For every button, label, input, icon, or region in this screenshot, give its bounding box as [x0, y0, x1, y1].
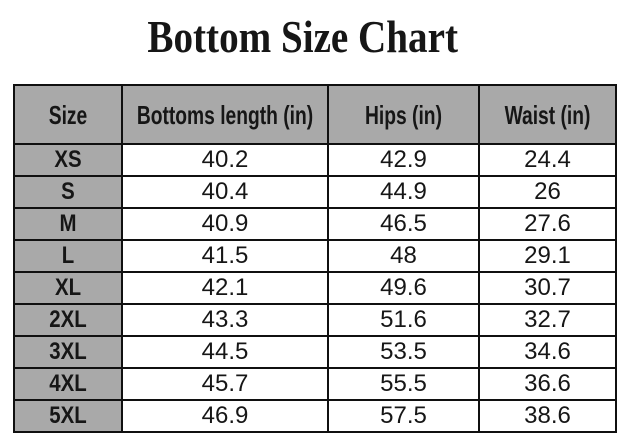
size-chart-table: Size Bottoms length (in) Hips (in) Waist… — [13, 84, 617, 433]
cell-bottoms-length: 44.5 — [121, 335, 329, 369]
title-wrap: Bottom Size Chart — [0, 14, 606, 60]
row-size-label: 5XL — [13, 399, 123, 433]
col-header-hips: Hips (in) — [327, 84, 480, 145]
cell-hips: 46.5 — [327, 207, 480, 241]
col-header-hips-label: Hips (in) — [365, 99, 442, 130]
cell-waist: 30.7 — [478, 271, 617, 305]
col-header-bottoms-length-label: Bottoms length (in) — [136, 99, 314, 130]
cell-bottoms-length: 43.3 — [121, 303, 329, 337]
cell-bottoms-length: 41.5 — [121, 239, 329, 273]
row-size-label: XS — [13, 143, 123, 177]
cell-hips: 51.6 — [327, 303, 480, 337]
table-row-xs: XS 40.2 42.9 24.4 — [13, 143, 617, 177]
cell-bottoms-length: 45.7 — [121, 367, 329, 401]
page-title: Bottom Size Chart — [147, 11, 459, 62]
table-row-5xl: 5XL 46.9 57.5 38.6 — [13, 399, 617, 433]
row-size-label: 4XL — [13, 367, 123, 401]
col-header-bottoms-length: Bottoms length (in) — [121, 84, 329, 145]
cell-bottoms-length: 40.9 — [121, 207, 329, 241]
cell-hips: 48 — [327, 239, 480, 273]
table-row-l: L 41.5 48 29.1 — [13, 239, 617, 273]
row-size-label: L — [13, 239, 123, 273]
cell-bottoms-length: 40.4 — [121, 175, 329, 209]
col-header-waist-label: Waist (in) — [504, 99, 591, 130]
cell-waist: 27.6 — [478, 207, 617, 241]
row-size-label: 2XL — [13, 303, 123, 337]
cell-hips: 57.5 — [327, 399, 480, 433]
table-row-s: S 40.4 44.9 26 — [13, 175, 617, 209]
row-size-label: XL — [13, 271, 123, 305]
col-header-size: Size — [13, 84, 123, 145]
cell-bottoms-length: 46.9 — [121, 399, 329, 433]
cell-waist: 29.1 — [478, 239, 617, 273]
row-size-label: M — [13, 207, 123, 241]
cell-waist: 34.6 — [478, 335, 617, 369]
cell-hips: 55.5 — [327, 367, 480, 401]
cell-waist: 32.7 — [478, 303, 617, 337]
row-size-label: S — [13, 175, 123, 209]
table-row-4xl: 4XL 45.7 55.5 36.6 — [13, 367, 617, 401]
table-row-3xl: 3XL 44.5 53.5 34.6 — [13, 335, 617, 369]
table-row-m: M 40.9 46.5 27.6 — [13, 207, 617, 241]
table-row-2xl: 2XL 43.3 51.6 32.7 — [13, 303, 617, 337]
cell-hips: 44.9 — [327, 175, 480, 209]
cell-bottoms-length: 42.1 — [121, 271, 329, 305]
cell-bottoms-length: 40.2 — [121, 143, 329, 177]
table-row-xl: XL 42.1 49.6 30.7 — [13, 271, 617, 305]
cell-hips: 42.9 — [327, 143, 480, 177]
cell-hips: 49.6 — [327, 271, 480, 305]
table-body: XS 40.2 42.9 24.4 S 40.4 44.9 26 M 40.9 … — [13, 143, 617, 433]
col-header-size-label: Size — [48, 99, 88, 130]
cell-waist: 24.4 — [478, 143, 617, 177]
cell-hips: 53.5 — [327, 335, 480, 369]
cell-waist: 36.6 — [478, 367, 617, 401]
col-header-waist: Waist (in) — [478, 84, 617, 145]
cell-waist: 26 — [478, 175, 617, 209]
cell-waist: 38.6 — [478, 399, 617, 433]
header-row: Size Bottoms length (in) Hips (in) Waist… — [13, 84, 617, 145]
row-size-label: 3XL — [13, 335, 123, 369]
